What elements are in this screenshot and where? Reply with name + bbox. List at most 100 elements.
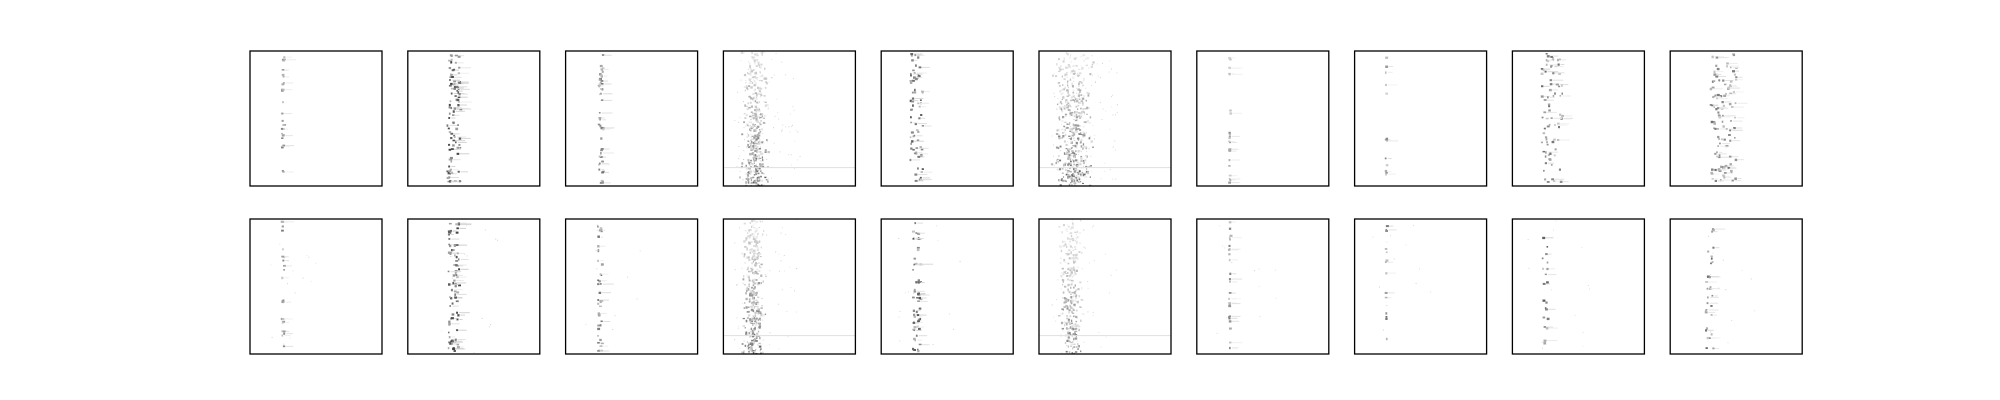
haze-pixel bbox=[1116, 112, 1118, 114]
pixel-mark bbox=[748, 289, 749, 291]
pixel-mark bbox=[1069, 112, 1072, 115]
dot-mark bbox=[281, 73, 285, 76]
dot-mark bbox=[915, 64, 917, 67]
pixel-mark bbox=[1080, 299, 1083, 301]
pixel-mark bbox=[1069, 269, 1072, 272]
pixel-mark bbox=[1080, 157, 1083, 159]
pixel-mark bbox=[1082, 161, 1085, 165]
dot-mark bbox=[455, 274, 458, 276]
dot-tail-mark bbox=[600, 299, 609, 301]
pixel-mark bbox=[1068, 249, 1071, 251]
pixel-mark bbox=[755, 183, 757, 185]
pixel-mark bbox=[757, 282, 761, 285]
pixel-mark bbox=[755, 95, 758, 99]
pixel-mark bbox=[752, 329, 755, 332]
haze-pixel bbox=[738, 227, 740, 229]
pixel-mark bbox=[1079, 89, 1082, 92]
pixel-mark bbox=[1064, 129, 1066, 131]
dot-tail-mark bbox=[1714, 228, 1726, 230]
dot-mark bbox=[1734, 158, 1738, 162]
haze-pixel bbox=[785, 74, 787, 76]
dot-mark bbox=[1725, 93, 1727, 95]
pixel-mark bbox=[1092, 146, 1094, 148]
dot-tail-mark bbox=[1715, 247, 1720, 249]
dot-mark bbox=[455, 300, 459, 303]
dot-tail-mark bbox=[1231, 317, 1238, 319]
haze-pixel bbox=[1109, 169, 1111, 171]
dot-tail-mark bbox=[452, 180, 462, 182]
dot-tail-mark bbox=[1388, 84, 1398, 86]
pixel-mark bbox=[1081, 252, 1083, 254]
dot-tail-mark bbox=[452, 173, 457, 175]
pixel-mark bbox=[742, 282, 744, 284]
dot-mark bbox=[1733, 73, 1736, 76]
dot-tail-mark bbox=[1388, 225, 1394, 227]
dot-mark bbox=[910, 116, 912, 119]
haze-pixel bbox=[778, 303, 780, 305]
pixel-mark bbox=[745, 80, 747, 82]
haze-pixel bbox=[758, 113, 760, 115]
pixel-mark bbox=[755, 105, 757, 108]
haze-pixel bbox=[771, 77, 773, 79]
pixel-mark bbox=[1070, 286, 1072, 289]
dot-tail-mark bbox=[455, 282, 467, 284]
pixel-mark bbox=[1072, 173, 1075, 175]
dot-mark bbox=[913, 326, 917, 329]
haze-pixel bbox=[1076, 92, 1077, 94]
pixel-mark bbox=[755, 279, 758, 281]
pixel-mark bbox=[1080, 113, 1083, 116]
pixel-mark bbox=[750, 105, 753, 108]
haze-pixel bbox=[1055, 320, 1057, 322]
dot-mark bbox=[909, 158, 912, 162]
dot-mark bbox=[448, 67, 452, 70]
dot-mark bbox=[1732, 90, 1735, 93]
dot-mark bbox=[449, 168, 452, 171]
dot-mark bbox=[451, 340, 454, 343]
panel-r1-c6 bbox=[1196, 218, 1330, 355]
pixel-mark bbox=[1056, 160, 1058, 162]
dot-mark bbox=[910, 74, 912, 77]
dot-mark bbox=[1229, 280, 1231, 283]
dot-mark bbox=[1228, 297, 1230, 300]
dot-tail-mark bbox=[1725, 80, 1734, 81]
pixel-mark bbox=[1067, 318, 1070, 322]
pixel-mark bbox=[1070, 177, 1073, 180]
panel-background bbox=[881, 219, 1014, 354]
dot-tail-mark bbox=[285, 260, 290, 262]
pixel-mark bbox=[751, 141, 753, 144]
dot-mark bbox=[599, 339, 602, 342]
dot-tail-mark bbox=[1387, 261, 1394, 263]
pixel-mark bbox=[1083, 134, 1086, 136]
pixel-mark bbox=[752, 315, 755, 318]
pixel-mark bbox=[1071, 82, 1073, 85]
haze-pixel bbox=[778, 118, 779, 120]
pixel-mark bbox=[741, 162, 744, 165]
pixel-mark bbox=[1051, 135, 1053, 137]
pixel-mark bbox=[1080, 138, 1083, 141]
pixel-mark bbox=[1070, 126, 1072, 128]
dot-mark bbox=[600, 99, 604, 101]
dot-mark bbox=[1544, 70, 1547, 73]
pixel-mark bbox=[746, 123, 749, 126]
pixel-mark bbox=[1076, 324, 1079, 327]
dot-tail-mark bbox=[603, 321, 611, 322]
pixel-mark bbox=[1067, 91, 1069, 94]
pixel-mark bbox=[754, 292, 756, 296]
dot-tail-mark bbox=[603, 68, 609, 70]
dot-mark bbox=[452, 249, 455, 251]
haze-pixel bbox=[1069, 174, 1071, 175]
pixel-mark bbox=[747, 306, 750, 308]
dot-mark bbox=[1228, 135, 1231, 138]
pixel-mark bbox=[1071, 159, 1074, 161]
pixel-mark bbox=[757, 254, 760, 257]
dot-tail-mark bbox=[1560, 64, 1565, 65]
haze-pixel bbox=[743, 52, 745, 54]
dot-mark bbox=[917, 293, 919, 296]
dot-mark bbox=[452, 274, 456, 277]
haze-pixel bbox=[761, 150, 763, 152]
dot-mark bbox=[1722, 125, 1725, 128]
pixel-mark bbox=[1061, 75, 1063, 78]
dot-mark bbox=[1545, 117, 1549, 120]
dot-mark bbox=[282, 330, 286, 333]
pixel-mark bbox=[1060, 249, 1063, 253]
